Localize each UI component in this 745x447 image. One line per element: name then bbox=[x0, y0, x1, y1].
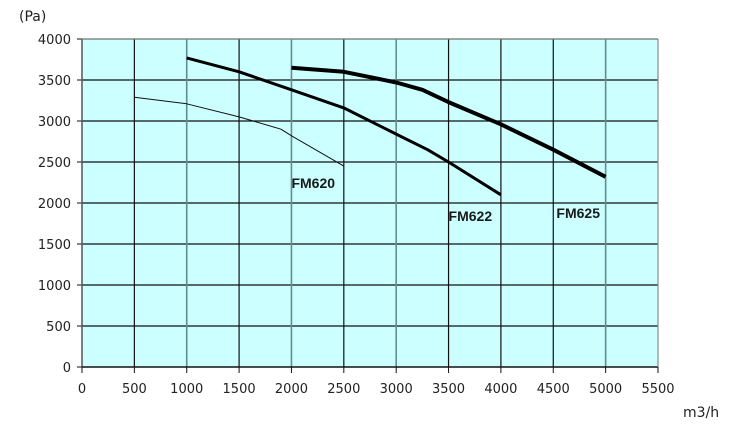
x-tick-label: 2500 bbox=[327, 382, 360, 397]
x-tick-label: 4000 bbox=[484, 382, 517, 397]
y-axis-title: (Pa) bbox=[19, 9, 46, 25]
y-tick-label: 3000 bbox=[38, 115, 71, 130]
y-tick-label: 500 bbox=[46, 320, 71, 335]
x-tick-label: 0 bbox=[78, 382, 86, 397]
x-tick-label: 500 bbox=[122, 382, 147, 397]
y-tick-label: 4000 bbox=[38, 33, 71, 48]
series-labels: FM620 FM622 FM625 bbox=[291, 175, 600, 224]
series-label-fm625: FM625 bbox=[556, 205, 600, 221]
series-line-fm620 bbox=[134, 96, 345, 167]
y-tick-label: 3500 bbox=[38, 74, 71, 89]
series-label-fm622: FM622 bbox=[449, 208, 493, 224]
x-tick-label: 2000 bbox=[275, 382, 308, 397]
axes bbox=[77, 38, 659, 373]
series-line-fm622 bbox=[186, 56, 502, 197]
x-tick-label: 3000 bbox=[380, 382, 413, 397]
data-series bbox=[134, 56, 607, 197]
y-axis-tick-labels: 0 500 1000 1500 2000 2500 3000 3500 4000 bbox=[38, 33, 71, 376]
series-label-fm620: FM620 bbox=[291, 175, 335, 191]
x-axis-tick-labels: 0 500 1000 1500 2000 2500 3000 3500 4000 4500 5000… bbox=[78, 382, 675, 397]
x-tick-label: 1500 bbox=[223, 382, 256, 397]
y-tick-label: 1500 bbox=[38, 238, 71, 253]
x-tick-label: 3500 bbox=[432, 382, 465, 397]
x-axis-title: m3/h bbox=[683, 405, 719, 421]
series-line-fm625 bbox=[291, 65, 607, 179]
y-tick-label: 2500 bbox=[38, 156, 71, 171]
y-tick-label: 1000 bbox=[38, 279, 71, 294]
x-tick-label: 5000 bbox=[589, 382, 622, 397]
x-tick-label: 4500 bbox=[537, 382, 570, 397]
y-tick-label: 2000 bbox=[38, 197, 71, 212]
y-tick-label: 0 bbox=[63, 361, 71, 376]
x-tick-label: 5500 bbox=[641, 382, 674, 397]
x-tick-label: 1000 bbox=[170, 382, 203, 397]
